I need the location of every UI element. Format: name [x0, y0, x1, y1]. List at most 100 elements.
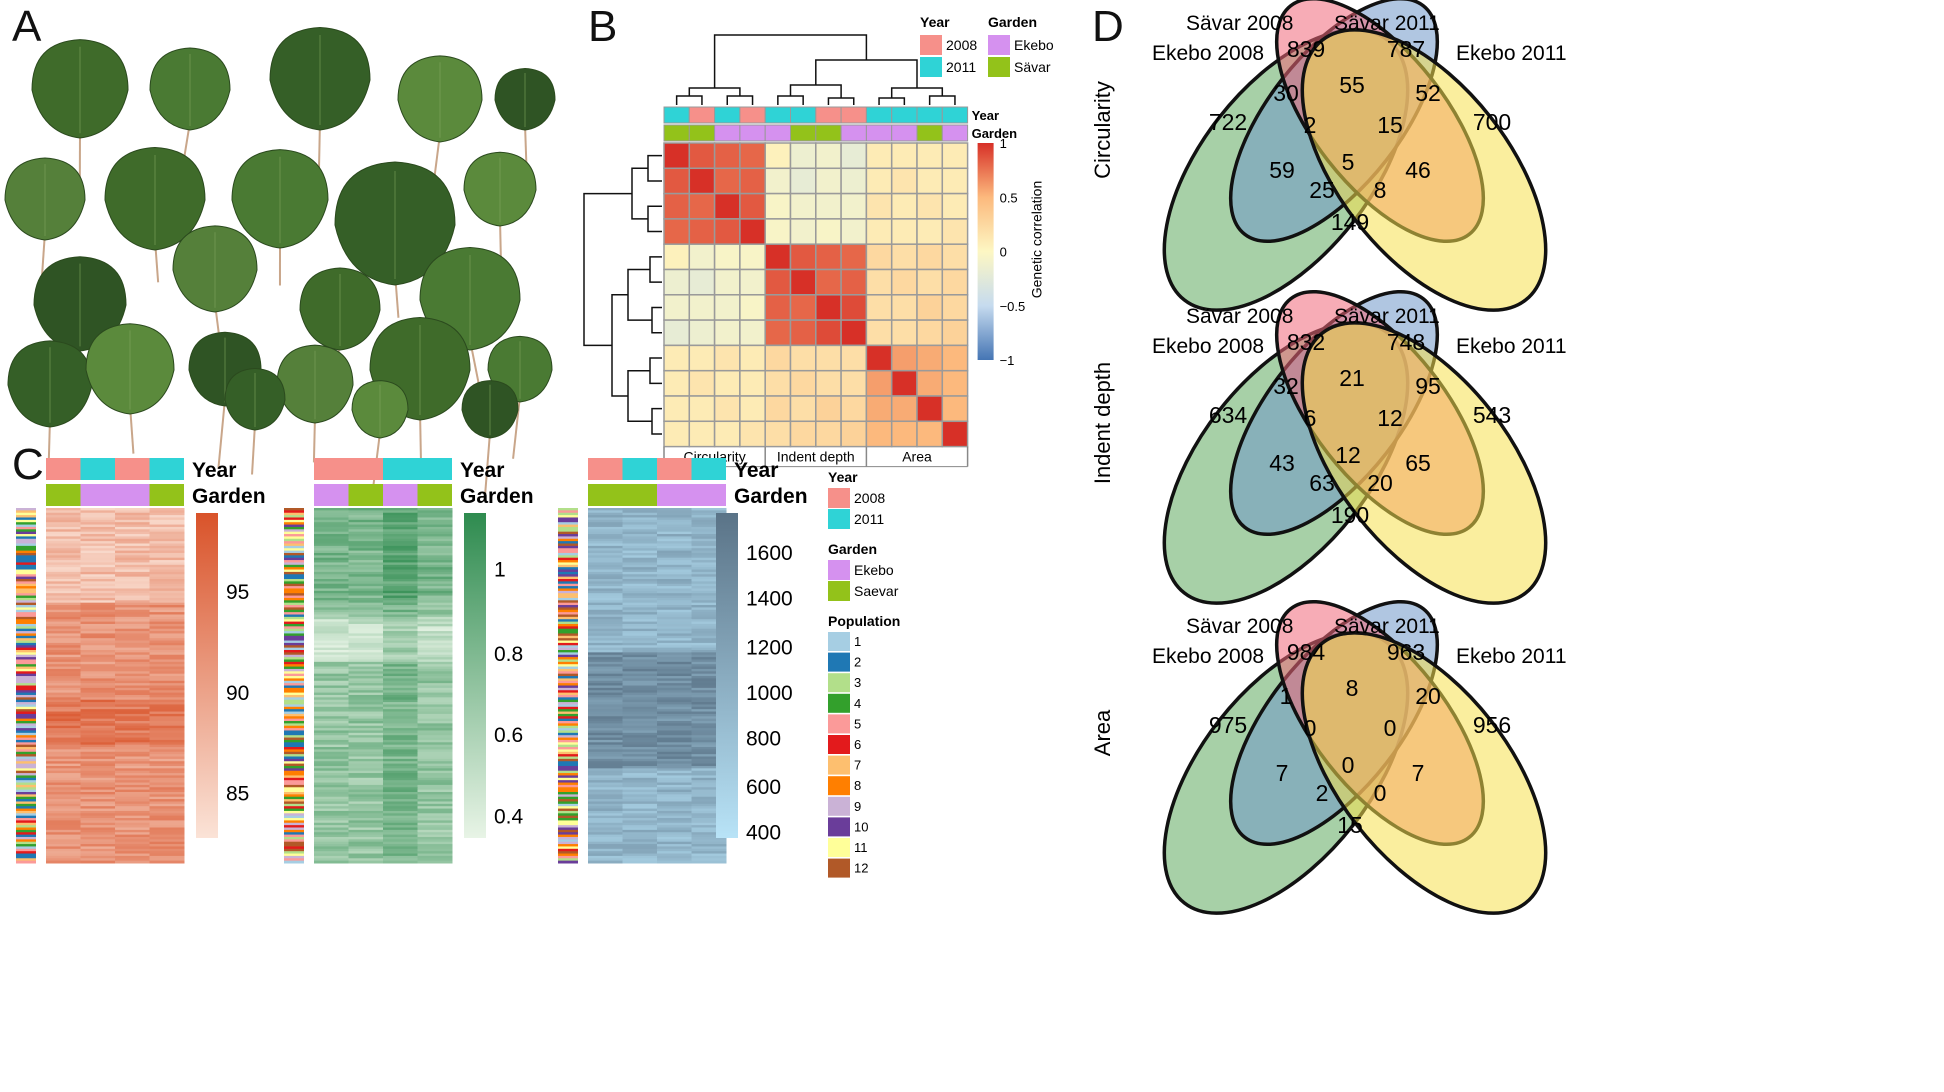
- heatmap-cell: [115, 855, 150, 859]
- heatmap-cell: [417, 699, 453, 703]
- heatmap-cell: [149, 844, 185, 847]
- heatmap-cell: [417, 638, 453, 642]
- heatmap-cell: [622, 782, 658, 786]
- heatmap-cell: [348, 761, 384, 765]
- population-strip-cell: [16, 508, 36, 511]
- heatmap-cell: [314, 694, 349, 698]
- correlation-cell: [688, 192, 716, 220]
- correlation-cell: [890, 344, 918, 372]
- population-strip-cell: [284, 640, 304, 644]
- heatmap-cell: [622, 773, 658, 776]
- heatmap-cell: [115, 721, 150, 724]
- heatmap-cell: [622, 718, 658, 722]
- heatmap-cell: [80, 756, 116, 760]
- heatmap-cell: [46, 744, 81, 748]
- heatmap-cell: [622, 704, 658, 708]
- heatmap-cell: [622, 567, 658, 571]
- heatmap-cell: [46, 721, 81, 724]
- heatmap-cell: [691, 579, 727, 582]
- heatmap-cell: [80, 735, 116, 739]
- population-strip-cell: [16, 782, 36, 786]
- heatmap-cell: [691, 761, 727, 765]
- heatmap-cell: [383, 685, 418, 689]
- population-strip-cell: [16, 616, 36, 620]
- venn-count: 832: [1287, 329, 1325, 355]
- population-strip-cell: [16, 574, 36, 578]
- heatmap-cell: [115, 571, 150, 575]
- population-strip-cell: [284, 569, 304, 573]
- heatmap-cell: [588, 550, 623, 554]
- heatmap-cell: [657, 659, 692, 663]
- heatmap-cell: [314, 579, 349, 582]
- venn-count: 7: [1412, 760, 1425, 786]
- correlation-cell: [815, 369, 842, 397]
- heatmap-cell: [383, 754, 418, 757]
- heatmap-cell: [622, 581, 658, 585]
- heatmap-cell: [383, 574, 418, 578]
- heatmap-cell: [46, 758, 81, 762]
- heatmap-cell: [657, 801, 692, 805]
- population-strip-cell: [284, 702, 304, 705]
- heatmap-cell: [80, 711, 116, 715]
- population-strip-cell: [558, 829, 578, 833]
- heatmap-cell: [115, 619, 150, 623]
- heatmap-cell: [80, 609, 116, 613]
- correlation-cell: [941, 218, 969, 245]
- heatmap-cell: [383, 818, 418, 821]
- heatmap-cell: [588, 806, 623, 810]
- heatmap-cell: [417, 860, 453, 864]
- heatmap-cell: [80, 765, 116, 769]
- population-strip-cell: [16, 728, 36, 731]
- heatmap-cell: [383, 815, 418, 819]
- c-legend-year-title: Year: [828, 469, 858, 485]
- heatmap-cell: [383, 628, 418, 632]
- heatmap-cell: [314, 600, 349, 604]
- population-strip-cell: [558, 583, 578, 587]
- heatmap-cell: [348, 782, 384, 786]
- heatmap-cell: [657, 690, 692, 694]
- heatmap-cell: [417, 747, 453, 750]
- heatmap-cell: [149, 716, 185, 720]
- heatmap-cell: [348, 777, 384, 781]
- heatmap-cell: [417, 579, 453, 582]
- population-strip-cell: [16, 659, 36, 663]
- population-strip-cell: [284, 661, 304, 665]
- population-strip-cell: [284, 522, 304, 526]
- heatmap-cell: [417, 519, 453, 523]
- heatmap-cell: [348, 602, 384, 606]
- heatmap-cell: [149, 737, 185, 741]
- heatmap-cell: [657, 666, 692, 670]
- heatmap-cell: [46, 813, 81, 817]
- year-track-cell: [916, 106, 943, 124]
- heatmap-cell: [80, 690, 116, 694]
- heatmap-cell: [348, 765, 384, 769]
- heatmap-cell: [149, 666, 185, 670]
- heatmap-cell: [588, 735, 623, 739]
- heatmap-cell: [622, 557, 658, 561]
- population-strip-cell: [16, 564, 36, 568]
- heatmap-cell: [149, 645, 185, 649]
- heatmap-cell: [115, 822, 150, 826]
- correlation-cell: [688, 344, 716, 372]
- heatmap-cell: [46, 607, 81, 611]
- heatmap-cell: [80, 796, 116, 800]
- population-strip-cell: [558, 538, 578, 542]
- heatmap-cell: [691, 654, 727, 658]
- population-strip-cell: [558, 678, 578, 682]
- heatmap-cell: [417, 716, 453, 720]
- heatmap-cell: [383, 645, 418, 649]
- population-strip-cell: [558, 581, 578, 585]
- population-strip-cell: [558, 642, 578, 646]
- heatmap-cell: [314, 718, 349, 722]
- heatmap-cell: [115, 851, 150, 855]
- heatmap-cell: [115, 605, 150, 608]
- heatmap-cell: [314, 562, 349, 566]
- population-strip-cell: [284, 687, 304, 691]
- heatmap-cell: [348, 673, 384, 677]
- heatmap-cell: [691, 515, 727, 518]
- heatmap-cell: [149, 576, 185, 580]
- heatmap-cell: [80, 860, 116, 864]
- heatmap-cell: [348, 548, 384, 552]
- heatmap-cell: [149, 593, 185, 597]
- heatmap-cell: [46, 690, 81, 694]
